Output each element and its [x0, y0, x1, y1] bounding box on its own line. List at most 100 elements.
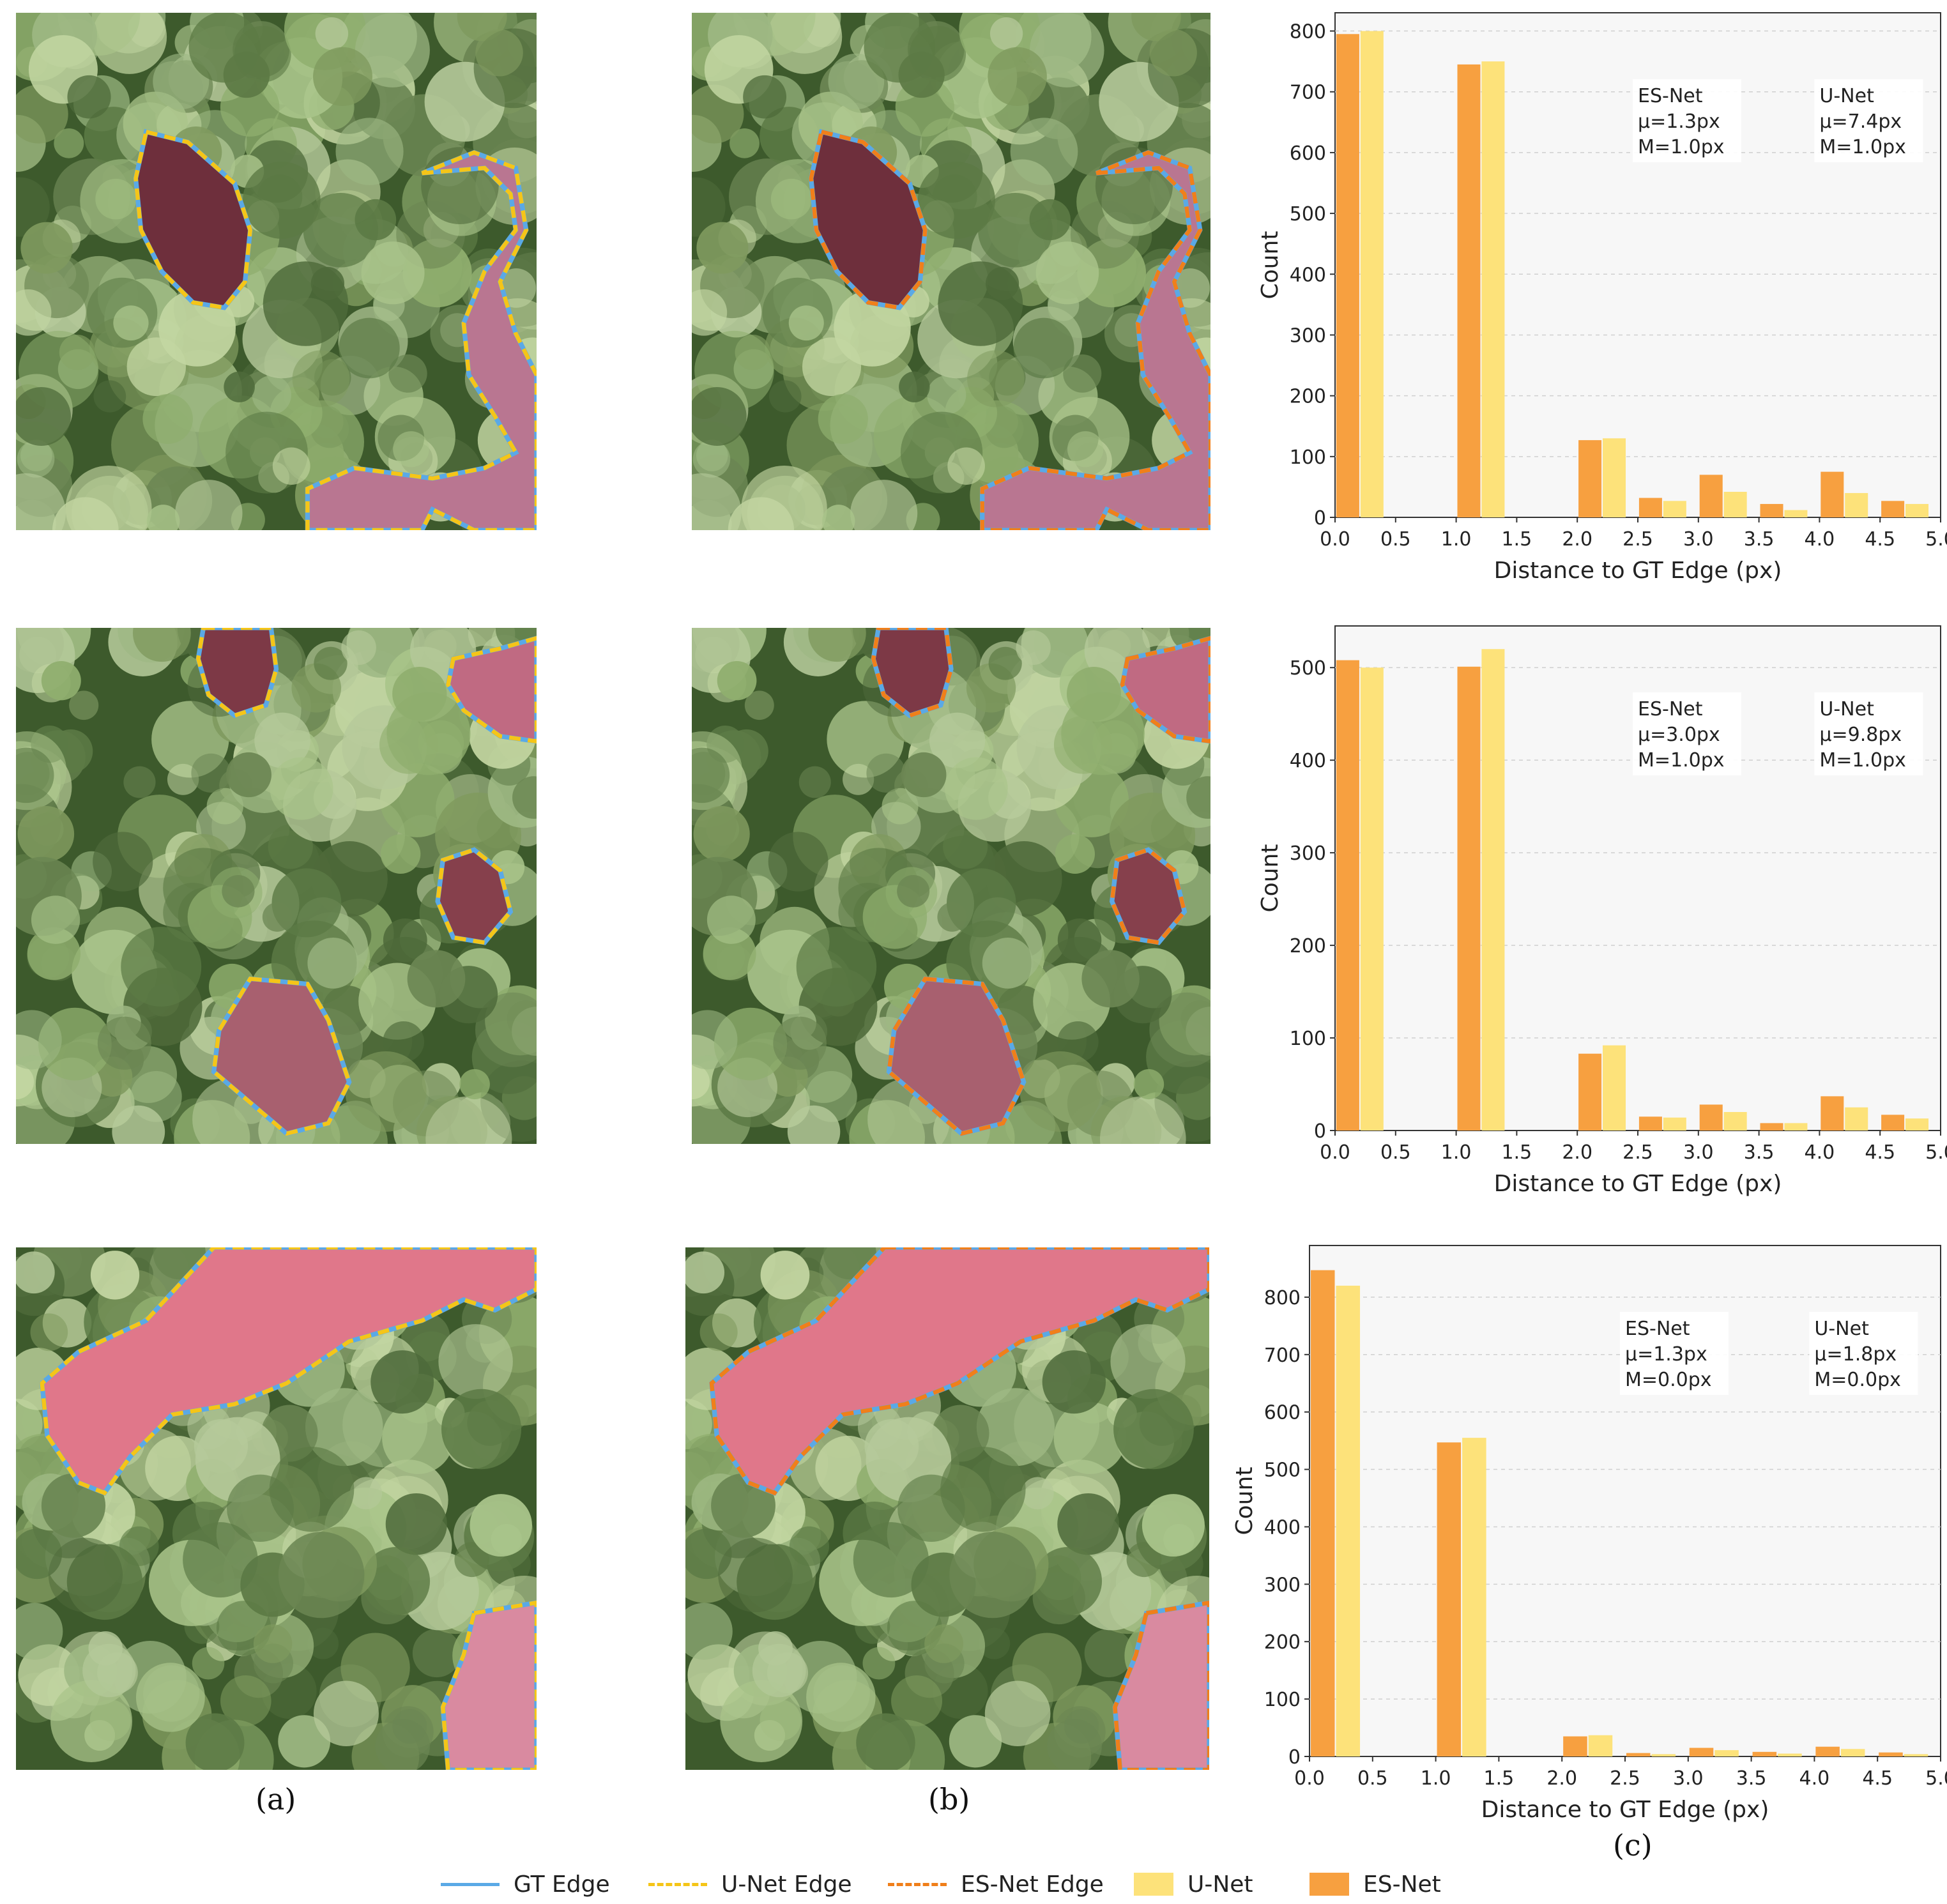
esnet-edge-outline	[1113, 1600, 1209, 1770]
tree-crown	[119, 1526, 159, 1566]
tree-crown	[362, 1547, 431, 1615]
tree-crown	[977, 192, 1053, 268]
esnet-edge-outline	[871, 628, 954, 718]
tree-crown	[850, 480, 918, 530]
x-tick-label: 0.0	[1320, 1141, 1350, 1164]
bar-esnet-2	[1578, 440, 1602, 517]
tree-crown	[1019, 1051, 1101, 1132]
tree-crown	[441, 1389, 522, 1470]
tree-crown	[938, 261, 1023, 346]
annotation-line: μ=1.8px	[1814, 1343, 1897, 1366]
tree-crown	[69, 690, 99, 720]
unet-edge-outline	[440, 1600, 537, 1770]
tree-crown	[1066, 667, 1121, 721]
y-tick-label: 100	[1290, 446, 1326, 469]
tree-crown	[899, 371, 930, 402]
canopy-gap-region	[873, 628, 951, 716]
tree-crown	[692, 386, 747, 446]
tree-crown	[454, 1542, 489, 1578]
bar-unet-7	[1904, 1754, 1928, 1756]
tree-crown	[31, 895, 80, 944]
tree-crown	[16, 1603, 63, 1660]
legend-item-gt-edge: GT Edge	[441, 1865, 610, 1903]
legend-swatch-unet	[1134, 1873, 1173, 1896]
bar-unet-0	[1360, 667, 1384, 1131]
canopy-gap-region	[889, 979, 1024, 1134]
tree-crown	[135, 1663, 205, 1732]
tree-crown	[90, 1251, 140, 1300]
bar-esnet-0	[1336, 34, 1359, 518]
tree-crown	[313, 47, 372, 107]
tree-crown	[1063, 354, 1102, 393]
unet-edge-outline	[305, 150, 537, 530]
tree-crown	[20, 222, 73, 274]
x-tick-label: 4.5	[1865, 528, 1895, 551]
tree-crown	[97, 1016, 151, 1070]
tree-crown	[252, 375, 291, 415]
y-tick-label: 0	[1314, 507, 1326, 529]
legend-label-esnet-edge: ES-Net Edge	[961, 1871, 1104, 1898]
bar-esnet-7	[1881, 501, 1905, 517]
y-tick-label: 500	[1290, 203, 1326, 225]
tree-crown	[1099, 1096, 1186, 1144]
y-tick-label: 800	[1290, 21, 1326, 43]
x-tick-label: 1.0	[1441, 1141, 1472, 1164]
y-tick-label: 0	[1314, 1120, 1326, 1143]
tree-crown	[853, 1522, 929, 1598]
x-tick-label: 3.0	[1673, 1767, 1704, 1790]
tree-crown	[1055, 834, 1096, 874]
tree-crown	[339, 317, 400, 379]
tree-crown	[192, 1647, 225, 1680]
tree-crown	[768, 832, 828, 892]
canopy-gap-region	[982, 152, 1210, 530]
canopy-gap-region	[448, 638, 537, 742]
bar-unet-0	[1336, 1285, 1361, 1756]
annotation-line: μ=1.3px	[1625, 1343, 1707, 1366]
tree-crown	[798, 766, 831, 798]
bar-unet-6	[1840, 1749, 1865, 1756]
x-tick-label: 2.0	[1546, 1767, 1577, 1790]
bar-unet-3	[1651, 1754, 1676, 1756]
tree-crown	[113, 305, 149, 341]
legend-item-esnet-edge: ES-Net Edge	[888, 1865, 1104, 1903]
x-tick-label: 2.5	[1622, 528, 1653, 551]
tree-crown	[743, 75, 787, 119]
annotation-line: ES-Net	[1638, 698, 1703, 720]
bar-unet-1	[1481, 61, 1505, 517]
tree-crown	[982, 938, 1034, 989]
tree-crown	[808, 628, 866, 662]
tree-crown	[1053, 1402, 1126, 1474]
annotation-line: M=0.0px	[1814, 1369, 1901, 1391]
bar-esnet-5	[1752, 1751, 1777, 1756]
y-tick-label: 400	[1290, 750, 1326, 772]
tree-crown	[82, 1643, 136, 1698]
image-row3-b	[685, 1247, 1209, 1770]
tree-crown	[307, 1627, 339, 1659]
tree-crown	[16, 1010, 62, 1070]
annotation-box	[1633, 692, 1741, 775]
bar-esnet-6	[1821, 1096, 1844, 1131]
x-tick-label: 1.5	[1502, 528, 1532, 551]
annotation-line: M=1.0px	[1819, 136, 1906, 158]
x-tick-label: 4.5	[1865, 1141, 1895, 1164]
tree-crown	[949, 1532, 1036, 1618]
tree-crown	[1186, 776, 1210, 819]
tree-crown	[711, 1473, 775, 1538]
bar-esnet-2	[1578, 1053, 1602, 1131]
tree-crown	[967, 350, 1025, 407]
bar-esnet-2	[1563, 1736, 1587, 1756]
esnet-edge-outline	[887, 977, 1027, 1136]
esnet-edge-outline	[1110, 847, 1187, 945]
tree-crown	[706, 895, 756, 944]
y-tick-label: 300	[1290, 842, 1326, 865]
tree-crown	[1035, 241, 1099, 305]
annotation-line: μ=3.0px	[1638, 724, 1720, 746]
tree-crown	[183, 1522, 258, 1598]
bar-esnet-7	[1879, 1752, 1903, 1756]
image-row2-b	[692, 628, 1210, 1144]
caption-c: (c)	[1613, 1828, 1653, 1862]
bar-unet-1	[1481, 649, 1505, 1131]
y-tick-label: 700	[1290, 82, 1326, 104]
tree-crown	[1149, 29, 1197, 77]
unet-edge-outline	[195, 628, 279, 718]
